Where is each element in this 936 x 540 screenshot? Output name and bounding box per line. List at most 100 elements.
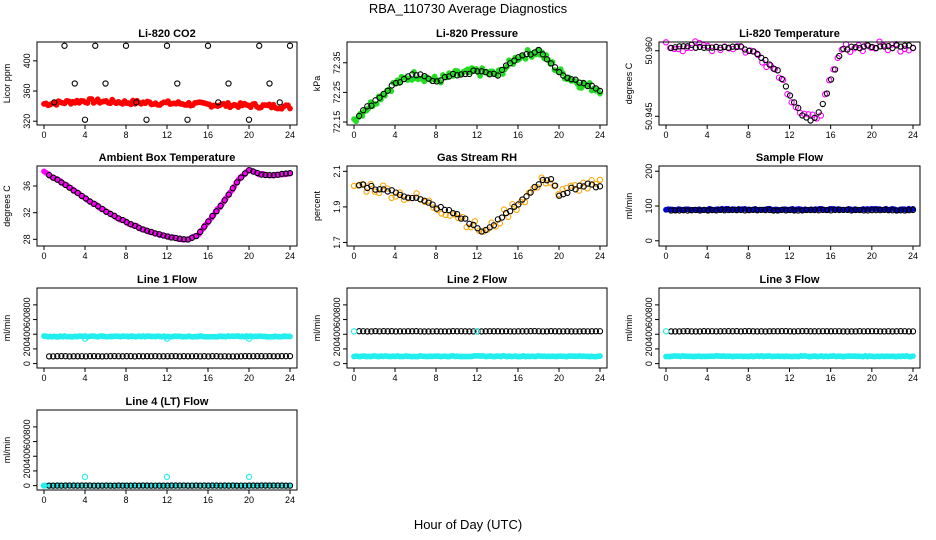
point-average: [507, 328, 514, 335]
point-average: [164, 233, 171, 240]
point-average: [840, 328, 847, 335]
point-average: [745, 328, 753, 335]
point-cyan-marks: [662, 328, 670, 335]
point-average: [180, 236, 188, 243]
x-tick-label: 4: [392, 373, 397, 383]
point-average: [868, 328, 876, 335]
point-average: [696, 207, 703, 214]
point-average: [246, 482, 253, 489]
point-average: [274, 353, 281, 360]
point-average: [250, 353, 257, 360]
point-average: [184, 353, 192, 360]
point-average: [580, 80, 587, 87]
point-average: [815, 328, 822, 335]
point-average: [372, 328, 379, 335]
x-tick-label: 20: [554, 130, 564, 140]
point-average: [172, 234, 179, 242]
point-raw: [534, 184, 541, 191]
point-cyan-marks: [163, 473, 171, 480]
point-average: [700, 206, 708, 214]
point-average: [409, 328, 416, 335]
x-tick-label: 8: [123, 251, 128, 261]
point-average: [392, 80, 400, 87]
point-average: [733, 328, 740, 335]
y-tick-label: 600: [644, 312, 654, 327]
point-raw: [287, 333, 293, 340]
y-tick-label: 400: [332, 327, 342, 342]
point-average: [237, 174, 245, 181]
point-average: [897, 207, 904, 214]
y-axis-label: ml/min: [312, 315, 322, 342]
point-average: [376, 328, 383, 335]
point-average: [864, 328, 872, 335]
point-cyan-marks: [40, 482, 48, 489]
y-tick-label: 0: [332, 361, 342, 366]
y-tick-label: 800: [22, 297, 32, 312]
point-average: [474, 225, 481, 232]
point-average: [786, 206, 794, 214]
point-average: [462, 215, 469, 222]
point-average: [696, 328, 703, 335]
x-tick-label: 12: [162, 251, 172, 261]
point-raw: [708, 47, 716, 55]
point-average: [515, 201, 522, 208]
x-tick-label: 8: [123, 130, 128, 140]
point-average: [856, 328, 863, 335]
point-average: [237, 353, 245, 360]
point-average: [355, 182, 363, 189]
x-tick-label: 24: [908, 251, 918, 261]
point-average: [458, 215, 465, 222]
point-average: [762, 328, 769, 335]
x-tick-label: 12: [162, 373, 172, 383]
point-average: [754, 50, 761, 58]
y-tick-label: 800: [644, 297, 654, 312]
point-average: [667, 44, 675, 52]
point-average: [221, 353, 228, 360]
data-points: [40, 473, 294, 489]
point-average: [745, 47, 753, 55]
point-average: [799, 328, 806, 335]
x-tick-label: 12: [472, 251, 482, 261]
point-average: [384, 328, 391, 335]
point-average: [74, 353, 81, 360]
y-axis-label: percent: [312, 190, 322, 221]
point-average: [127, 353, 134, 360]
point-average: [148, 353, 155, 360]
point-average: [192, 482, 200, 489]
point-average: [523, 193, 530, 200]
point-average: [667, 207, 675, 214]
point-average: [437, 328, 444, 335]
point-raw: [596, 176, 604, 183]
point-average: [229, 353, 236, 360]
point-average: [139, 482, 147, 489]
point-average: [909, 328, 917, 335]
point-average: [519, 196, 526, 203]
point-average: [556, 69, 563, 76]
point-average: [262, 353, 269, 360]
point-average: [708, 44, 716, 51]
point-average: [836, 52, 843, 60]
point-average: [372, 186, 379, 193]
point-average: [217, 482, 224, 489]
point-average: [172, 482, 179, 489]
point-average: [360, 107, 367, 114]
point-average: [131, 353, 139, 360]
y-tick-label: 50.960: [644, 37, 654, 65]
point-average: [672, 44, 679, 51]
point-average: [877, 328, 884, 335]
point-average: [827, 328, 835, 335]
point-average: [360, 328, 367, 335]
point-average: [778, 328, 785, 335]
point-average: [205, 353, 212, 360]
point-average: [844, 328, 851, 335]
panel-2: Li-820 Pressure kPa 0 4 8 12 16 20 24 72.15 72.25 7…: [312, 28, 608, 140]
point-raw: [396, 189, 404, 196]
point-average: [786, 92, 794, 99]
panel-title: Li-820 Temperature: [739, 28, 840, 40]
point-average: [881, 206, 888, 214]
x-tick-label: 20: [554, 373, 564, 383]
point-average: [778, 206, 785, 214]
point-average: [572, 76, 579, 83]
point-average: [836, 206, 843, 214]
point-average: [762, 206, 769, 214]
